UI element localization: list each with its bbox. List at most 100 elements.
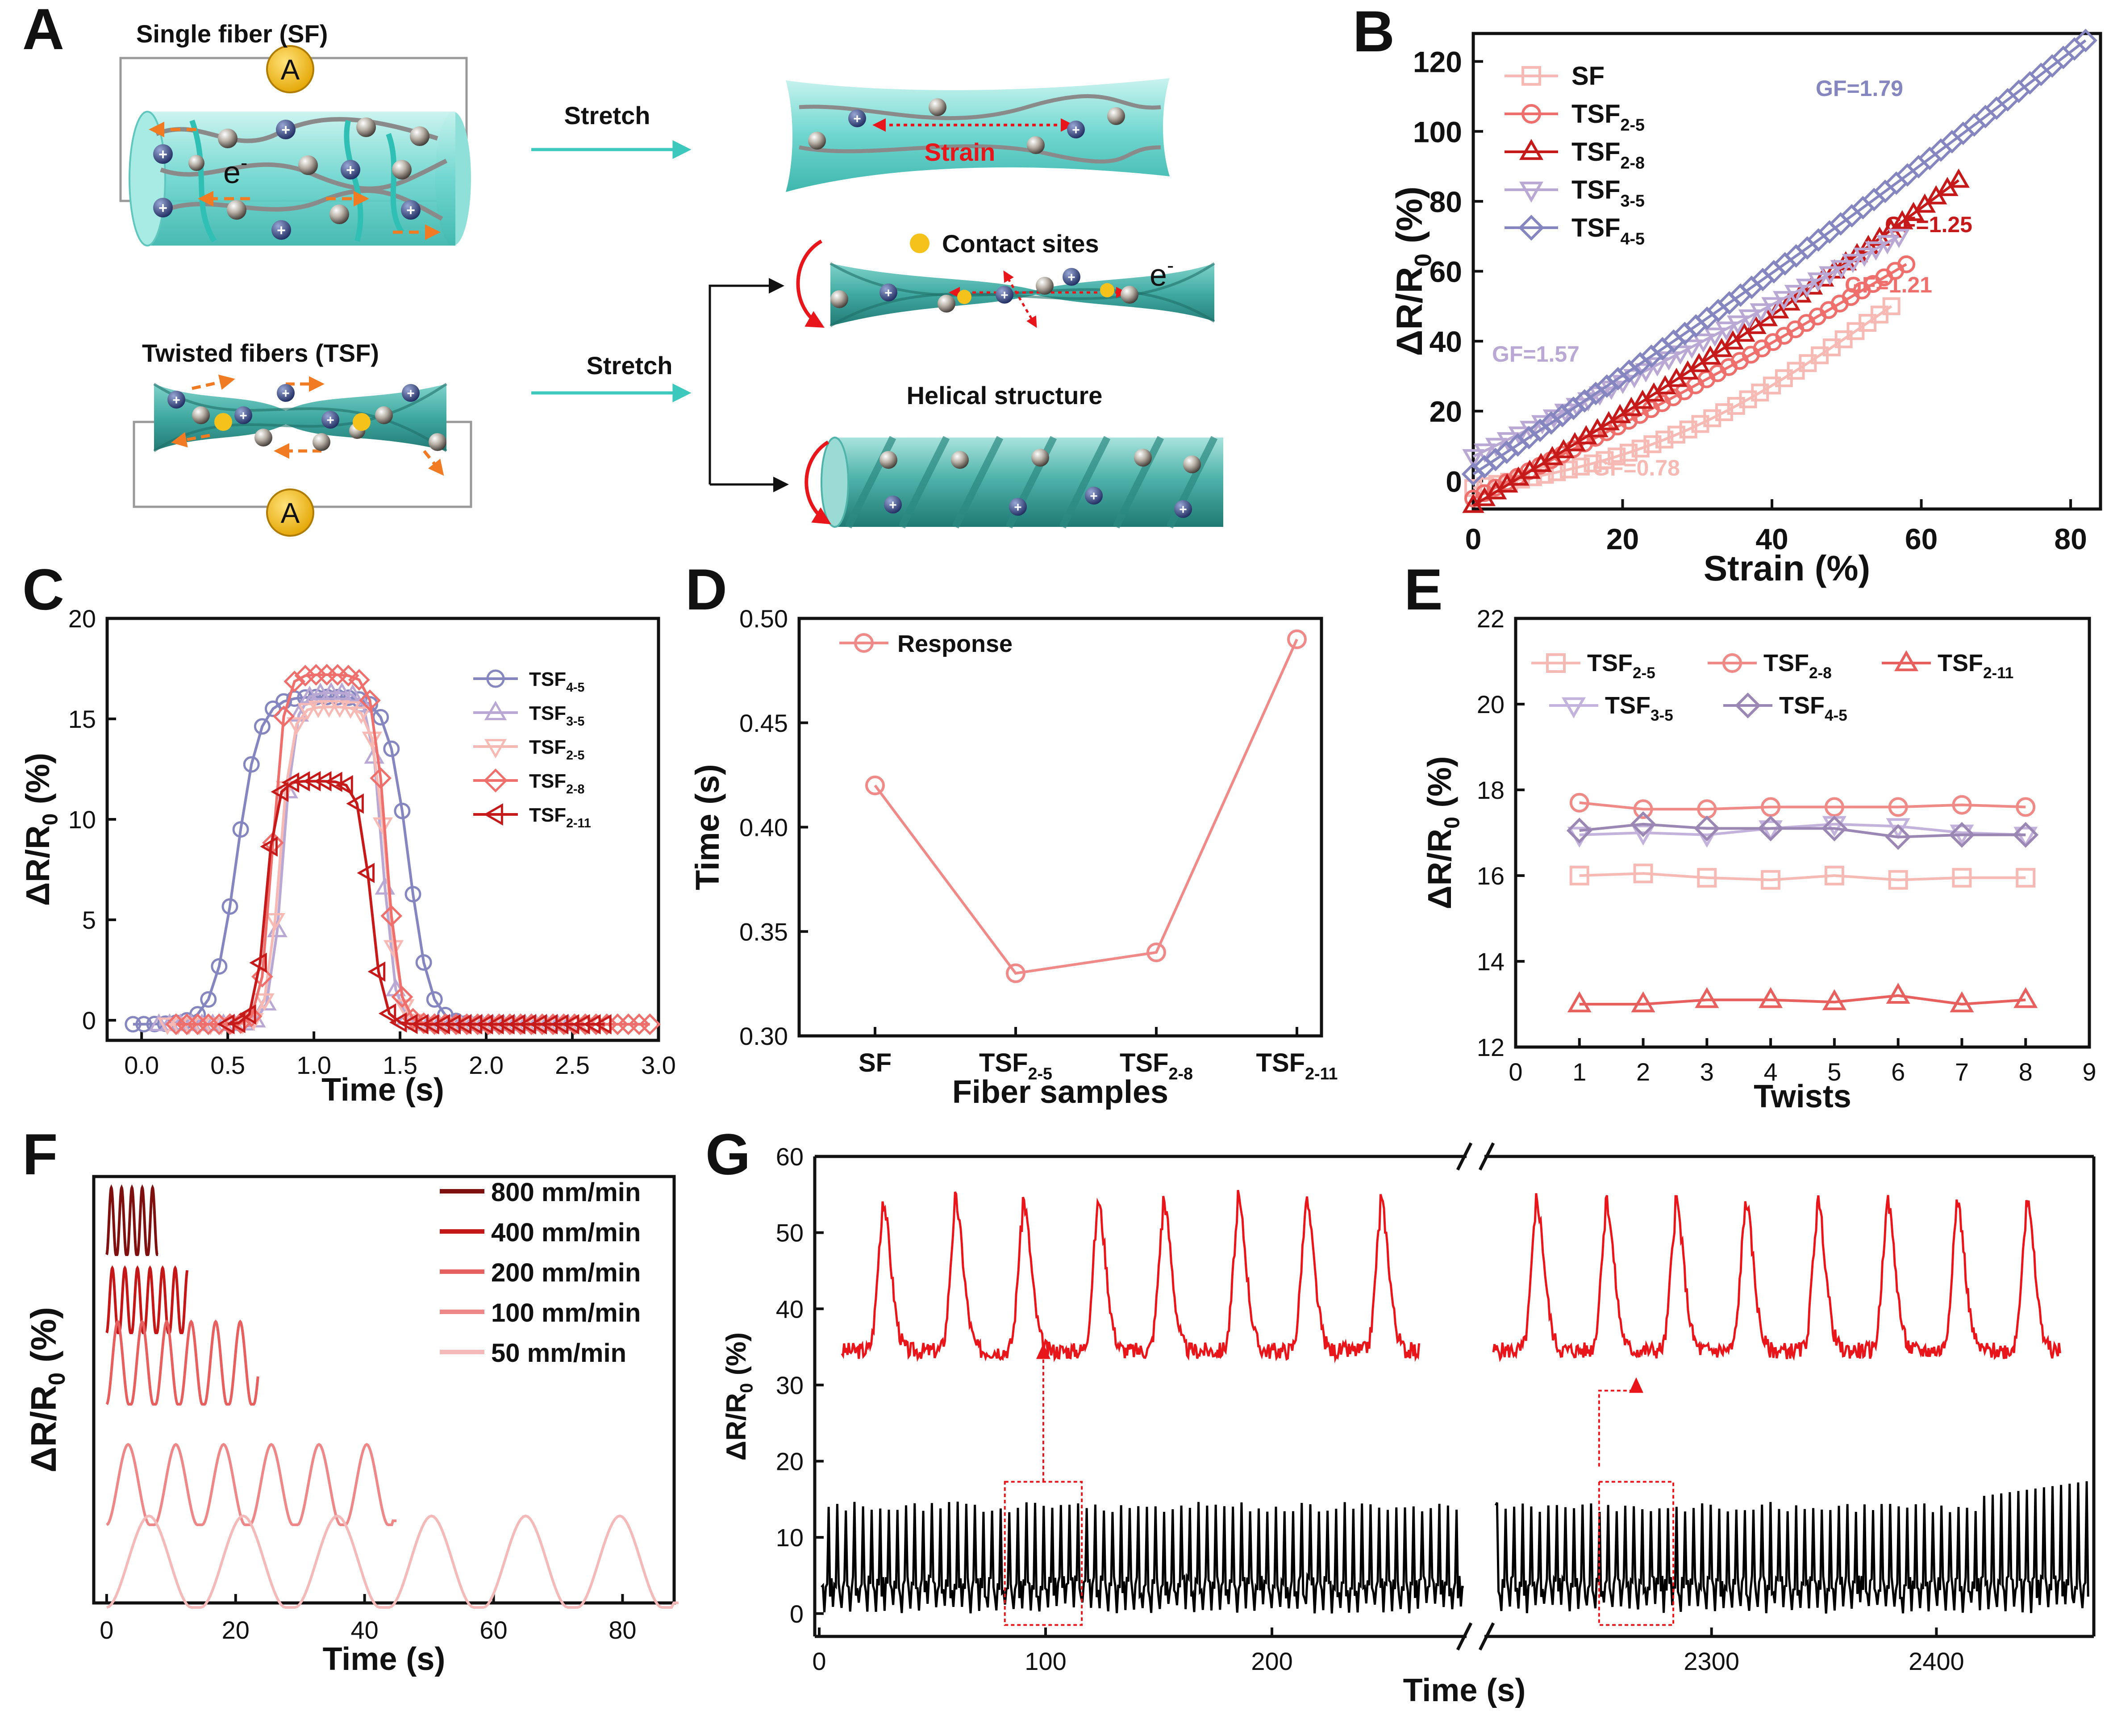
- data-point: [286, 717, 307, 735]
- schematic-panel: + + + + + + e- A Single fiber (SF) + + + + + A Tw…: [119, 20, 1223, 537]
- series-line: [1579, 801, 2026, 811]
- gf-annotation: GF=1.57: [1492, 342, 1580, 367]
- data-point: [351, 706, 371, 724]
- data-point: [1694, 815, 1720, 842]
- data-point: [508, 1014, 525, 1035]
- data-point: [561, 1014, 579, 1035]
- data-point: [1560, 460, 1578, 479]
- data-point: [1796, 279, 1818, 298]
- svg-text:+: +: [1179, 502, 1187, 517]
- data-point: [325, 772, 342, 792]
- data-point: [2013, 822, 2039, 848]
- data-point: [1886, 818, 1910, 839]
- data-point: [232, 821, 249, 838]
- y-tick-label: 100: [1413, 115, 1462, 148]
- y-tick-label: 16: [1477, 862, 1505, 890]
- zoom-arrow-head: [1629, 1377, 1643, 1393]
- data-point: [337, 664, 359, 687]
- x-tick-label: 8: [2019, 1058, 2033, 1086]
- x-tick-label: 2.0: [469, 1051, 504, 1079]
- panel-letter-g: G: [705, 1122, 750, 1187]
- data-point: [1758, 815, 1784, 842]
- data-point: [1824, 797, 1844, 817]
- data-point: [197, 1013, 220, 1035]
- y-axis-label: ΔR/R0 (%): [24, 1307, 70, 1473]
- x-tick-label: 0: [1465, 522, 1482, 555]
- data-point: [2013, 987, 2038, 1008]
- data-point: [1950, 991, 1974, 1013]
- x-tick-label: SF: [859, 1048, 892, 1077]
- legend-entry: Response: [897, 630, 1013, 657]
- data-point: [342, 684, 363, 702]
- y-axis-label: ΔR/R0 (%): [721, 1332, 757, 1461]
- data-point: [359, 689, 381, 711]
- series-4: [106, 1514, 679, 1609]
- data-point: [243, 756, 260, 773]
- y-tick-label: 80: [1430, 185, 1462, 218]
- data-point: [1703, 409, 1721, 427]
- data-point: [404, 886, 421, 903]
- y-tick-label: 20: [776, 1448, 804, 1476]
- data-point: [1886, 982, 1910, 1004]
- series-line: [106, 1514, 679, 1609]
- panel-letter-d: D: [685, 557, 727, 622]
- data-point: [1821, 815, 1847, 842]
- y-tick-label: 0.35: [739, 918, 788, 946]
- x-tick-label: 1.0: [296, 1051, 331, 1079]
- legend-entry: TSF2-11: [1938, 650, 2013, 682]
- data-point: [273, 705, 295, 727]
- data-point: [1952, 868, 1972, 888]
- data-point: [394, 802, 411, 819]
- series-3: [106, 1443, 397, 1526]
- legend-entry: TSF4-5: [529, 668, 585, 695]
- x-tick-label: 9: [2082, 1058, 2096, 1086]
- data-point: [346, 793, 364, 814]
- data-point: [1546, 653, 1566, 673]
- data-point: [1631, 824, 1655, 846]
- svg-text:+: +: [282, 386, 290, 401]
- branch-connector: [709, 278, 784, 484]
- data-point: [265, 913, 286, 931]
- data-point: [2013, 826, 2038, 848]
- svg-text:A: A: [281, 54, 300, 86]
- x-tick-label: 5: [1827, 1058, 1841, 1086]
- legend-entry: TSF2-5: [529, 736, 585, 763]
- data-point: [639, 1013, 661, 1035]
- legend: 800 mm/min 400 mm/min 200 mm/min 100 mm/min…: [440, 1178, 641, 1368]
- twisted-fibers-label: Twisted fibers (TSF): [142, 339, 379, 367]
- data-point: [176, 1013, 198, 1035]
- data-point: [353, 694, 374, 713]
- data-point: [254, 993, 275, 1011]
- data-point: [483, 768, 508, 793]
- panel-letter-f: F: [22, 1122, 58, 1187]
- legend-entry: 400 mm/min: [491, 1218, 641, 1247]
- legend-entry: TSF4-5: [1571, 213, 1645, 248]
- data-point: [1006, 963, 1025, 983]
- data-point: [483, 803, 503, 826]
- svg-text:+: +: [172, 393, 180, 408]
- data-point: [1822, 989, 1846, 1010]
- helical-structure: Helical structure + + + +: [804, 381, 1223, 529]
- data-point: [378, 1003, 396, 1024]
- data-point: [367, 961, 386, 982]
- data-point: [1722, 653, 1742, 673]
- series-line: [1473, 305, 1892, 489]
- data-point: [628, 1013, 650, 1035]
- series-sf: GF=0.78: [1464, 297, 1901, 497]
- data-point: [1569, 866, 1589, 885]
- data-point: [583, 1014, 601, 1035]
- y-tick-label: 60: [1430, 255, 1462, 288]
- data-point: [411, 1014, 429, 1035]
- axis-break: [1456, 1142, 1473, 1171]
- svg-text:+: +: [1014, 500, 1022, 515]
- data-point: [1667, 426, 1685, 444]
- data-point: [1619, 443, 1638, 462]
- x-tick-label: 20: [1606, 522, 1639, 555]
- x-tick-label: 2300: [1684, 1647, 1739, 1675]
- data-point: [421, 1014, 439, 1035]
- data-point: [1761, 870, 1781, 890]
- y-tick-label: 20: [1477, 690, 1505, 718]
- panel-letter-a: A: [22, 0, 64, 62]
- data-point: [310, 682, 331, 701]
